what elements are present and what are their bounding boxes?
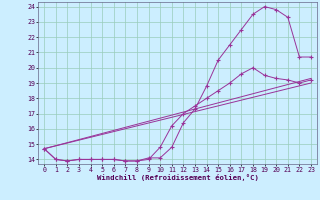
X-axis label: Windchill (Refroidissement éolien,°C): Windchill (Refroidissement éolien,°C) [97, 174, 259, 181]
